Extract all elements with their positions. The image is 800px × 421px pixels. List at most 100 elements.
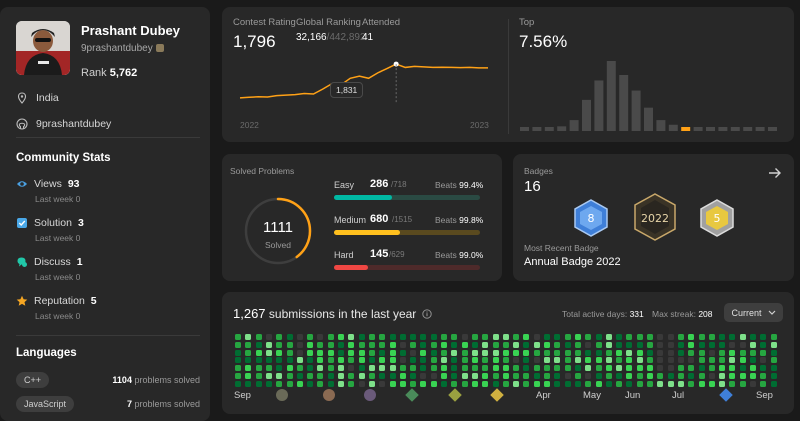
heatmap-cell[interactable] [698,380,705,387]
heatmap-cell[interactable] [441,334,447,340]
heatmap-cell[interactable] [410,349,417,356]
heatmap-cell[interactable] [605,341,612,348]
heatmap-cell[interactable] [554,341,561,348]
heatmap-cell[interactable] [647,380,653,387]
heatmap-cell[interactable] [368,334,375,340]
heatmap-cell[interactable] [533,365,540,372]
monthly-badge-icon[interactable] [405,388,419,402]
heatmap-cell[interactable] [410,357,417,364]
heatmap-cell[interactable] [338,373,344,379]
heatmap-cell[interactable] [533,357,540,364]
heatmap-cell[interactable] [677,373,684,379]
heatmap-cell[interactable] [554,349,561,356]
heatmap-cell[interactable] [379,341,386,348]
heatmap-cell[interactable] [338,341,344,348]
heatmap-cell[interactable] [296,373,303,379]
heatmap-cell[interactable] [441,341,447,348]
heatmap-cell[interactable] [564,334,571,340]
heatmap-cell[interactable] [296,357,303,364]
histogram-bar[interactable] [755,127,765,131]
heatmap-cell[interactable] [719,380,726,387]
heatmap-cell[interactable] [616,357,623,364]
heatmap-cell[interactable] [523,357,530,364]
heatmap-cell[interactable] [523,373,530,379]
heatmap-cell[interactable] [574,380,581,387]
heatmap-cell[interactable] [616,349,623,356]
heatmap-cell[interactable] [379,365,386,372]
heatmap-cell[interactable] [616,334,623,340]
heatmap-cell[interactable] [605,365,612,372]
heatmap-cell[interactable] [255,373,262,379]
heatmap-cell[interactable] [729,373,736,379]
heatmap-cell[interactable] [760,341,767,348]
heatmap-cell[interactable] [338,365,344,372]
heatmap-cell[interactable] [750,373,756,379]
heatmap-cell[interactable] [410,365,417,372]
heatmap-cell[interactable] [296,380,303,387]
yellow-badge-icon[interactable]: 5 [697,198,737,238]
heatmap-cell[interactable] [296,349,303,356]
histogram-bar[interactable] [532,127,542,131]
heatmap-cell[interactable] [430,357,437,364]
monthly-badge-icon[interactable] [719,388,733,402]
heatmap-cell[interactable] [492,357,499,364]
heatmap-cell[interactable] [255,365,262,372]
heatmap-cell[interactable] [430,373,437,379]
heatmap-cell[interactable] [677,365,684,372]
heatmap-cell[interactable] [358,380,365,387]
heatmap-cell[interactable] [677,380,684,387]
avatar[interactable] [16,21,70,75]
heatmap-cell[interactable] [276,380,283,387]
heatmap-cell[interactable] [245,357,252,364]
heatmap-cell[interactable] [441,365,447,372]
heatmap-cell[interactable] [523,380,530,387]
heatmap-cell[interactable] [554,357,561,364]
heatmap-cell[interactable] [327,334,334,340]
heatmap-cell[interactable] [626,373,633,379]
heatmap-cell[interactable] [461,380,468,387]
heatmap-cell[interactable] [276,341,283,348]
heatmap-cell[interactable] [389,365,396,372]
heatmap-cell[interactable] [502,349,509,356]
info-icon[interactable] [421,309,432,319]
heatmap-cell[interactable] [286,380,293,387]
heatmap-cell[interactable] [461,341,468,348]
heatmap-cell[interactable] [286,365,293,372]
heatmap-cell[interactable] [307,365,314,372]
heatmap-cell[interactable] [235,373,241,379]
heatmap-cell[interactable] [502,373,509,379]
heatmap-cell[interactable] [574,365,581,372]
heatmap-cell[interactable] [708,373,715,379]
heatmap-cell[interactable] [513,365,520,372]
heatmap-cell[interactable] [410,373,417,379]
language-tag[interactable]: C++ [16,372,50,388]
heatmap-cell[interactable] [482,349,489,356]
language-tag[interactable]: JavaScript [16,396,75,412]
histogram-bar[interactable] [668,124,678,131]
heatmap-cell[interactable] [276,334,283,340]
heatmap-cell[interactable] [265,380,272,387]
heatmap-cell[interactable] [760,365,767,372]
heatmap-cell[interactable] [770,341,777,348]
heatmap-cell[interactable] [348,357,355,364]
heatmap-cell[interactable] [636,357,643,364]
heatmap-cell[interactable] [235,380,241,387]
heatmap-cell[interactable] [647,341,653,348]
heatmap-cell[interactable] [451,365,458,372]
heatmap-cell[interactable] [245,349,252,356]
submission-heatmap[interactable] [235,334,785,388]
heatmap-cell[interactable] [482,341,489,348]
heatmap-cell[interactable] [441,373,447,379]
heatmap-cell[interactable] [368,380,375,387]
heatmap-cell[interactable] [245,380,252,387]
heatmap-cell[interactable] [729,380,736,387]
heatmap-cell[interactable] [719,334,726,340]
heatmap-cell[interactable] [770,357,777,364]
heatmap-cell[interactable] [276,365,283,372]
heatmap-cell[interactable] [585,334,592,340]
heatmap-cell[interactable] [739,349,746,356]
heatmap-cell[interactable] [255,357,262,364]
heatmap-cell[interactable] [760,334,767,340]
heatmap-cell[interactable] [739,373,746,379]
heatmap-cell[interactable] [657,334,664,340]
